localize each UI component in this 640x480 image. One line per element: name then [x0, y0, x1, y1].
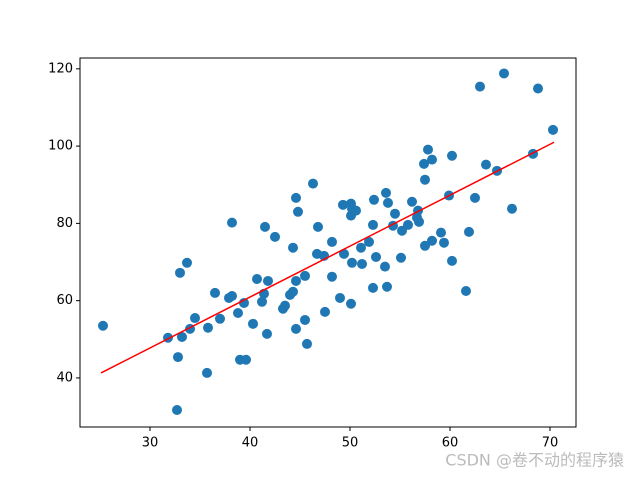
point — [202, 367, 212, 378]
point — [190, 313, 200, 324]
plot-frame — [79, 57, 577, 428]
x-tick-label: 30 — [142, 436, 159, 451]
point — [390, 208, 400, 219]
point — [302, 338, 312, 349]
point — [233, 308, 243, 319]
point — [439, 237, 449, 248]
point — [357, 258, 367, 269]
point — [300, 314, 310, 325]
point — [461, 285, 471, 296]
point — [420, 240, 430, 251]
point — [356, 242, 366, 253]
point — [257, 296, 267, 307]
point — [270, 231, 280, 242]
point — [407, 196, 417, 207]
point — [239, 297, 249, 308]
point — [291, 275, 301, 286]
x-tick-label: 50 — [342, 436, 359, 451]
point — [507, 203, 517, 214]
point — [262, 328, 272, 339]
point — [470, 192, 480, 203]
point — [447, 255, 457, 266]
y-tick-label: 40 — [56, 370, 73, 385]
point — [380, 261, 390, 272]
point — [173, 352, 183, 363]
point — [280, 300, 290, 311]
y-tick-label: 100 — [48, 139, 73, 154]
x-tick-label: 40 — [242, 436, 259, 451]
point — [381, 187, 391, 198]
y-tick-label: 120 — [48, 61, 73, 76]
point — [260, 221, 270, 232]
point — [464, 226, 474, 237]
point — [369, 194, 379, 205]
point — [327, 236, 337, 247]
point — [210, 287, 220, 298]
point — [175, 267, 185, 278]
point — [182, 257, 192, 268]
point — [368, 282, 378, 293]
point — [263, 275, 273, 286]
point — [177, 331, 187, 342]
point — [252, 274, 262, 285]
point — [291, 192, 301, 203]
point — [396, 252, 406, 263]
point — [403, 219, 413, 230]
point — [413, 205, 423, 216]
point — [347, 257, 357, 268]
point — [327, 271, 337, 282]
point — [414, 216, 424, 227]
point — [436, 227, 446, 238]
point — [288, 242, 298, 253]
watermark: CSDN @卷不动的程序猿 — [445, 451, 624, 470]
point — [98, 320, 108, 331]
point — [420, 174, 430, 185]
point — [351, 205, 361, 216]
fit-line — [100, 141, 555, 374]
point — [548, 124, 558, 135]
point — [533, 83, 543, 94]
point — [241, 354, 251, 365]
point — [293, 206, 303, 217]
point — [419, 158, 429, 169]
x-tick-label: 70 — [542, 436, 559, 451]
point — [227, 217, 237, 228]
point — [364, 236, 374, 247]
point — [339, 248, 349, 259]
point — [335, 292, 345, 303]
point — [368, 219, 378, 230]
point — [423, 144, 433, 155]
point — [346, 298, 356, 309]
point — [447, 150, 457, 161]
point — [427, 235, 437, 246]
point — [291, 323, 301, 334]
point — [371, 251, 381, 262]
point — [308, 178, 318, 189]
point — [475, 81, 485, 92]
point — [313, 221, 323, 232]
point — [227, 291, 237, 302]
point — [382, 281, 392, 292]
point — [481, 159, 491, 170]
point — [499, 68, 509, 79]
point — [203, 322, 213, 333]
point — [215, 313, 225, 324]
point — [427, 154, 437, 165]
point — [288, 286, 298, 297]
y-tick-label: 60 — [56, 293, 73, 308]
point — [248, 318, 258, 329]
point — [300, 270, 310, 281]
y-tick-label: 80 — [56, 216, 73, 231]
point — [172, 404, 182, 415]
point — [383, 197, 393, 208]
x-tick-label: 60 — [442, 436, 459, 451]
point — [338, 199, 348, 210]
point — [320, 306, 330, 317]
